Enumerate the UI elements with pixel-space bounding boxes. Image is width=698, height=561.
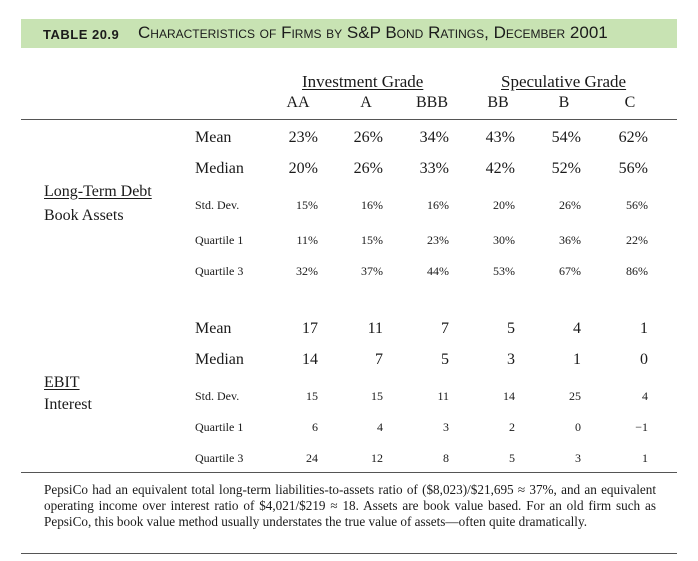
- ebit-cell: 4: [642, 389, 648, 403]
- header-divider: [21, 119, 677, 120]
- table-footnote: PepsiCo had an equivalent total long-ter…: [44, 482, 656, 529]
- debt-cell: 43%: [485, 129, 515, 146]
- ebit-cell: 5: [507, 320, 515, 337]
- ebit-label-denominator: Interest: [44, 396, 92, 413]
- debt-label-denominator: Book Assets: [44, 207, 124, 224]
- debt-cell: 16%: [427, 198, 449, 212]
- table-number: TABLE 20.9: [43, 27, 120, 42]
- ebit-cell: 3: [507, 351, 515, 368]
- debt-cell: 23%: [427, 233, 449, 247]
- debt-cell: 53%: [493, 264, 515, 278]
- ebit-cell: 14: [302, 351, 318, 368]
- rating-header-0: AA: [286, 94, 310, 111]
- ebit-cell: −1: [635, 420, 648, 434]
- debt-cell: 23%: [288, 129, 318, 146]
- rating-header-5: C: [624, 94, 636, 111]
- debt-cell: 20%: [288, 160, 318, 177]
- rating-header-4: B: [558, 94, 570, 111]
- debt-cell: 20%: [493, 198, 515, 212]
- debt-cell: 86%: [626, 264, 648, 278]
- ebit-stat-label: Quartile 1: [195, 420, 244, 434]
- ebit-cell: 8: [443, 451, 449, 465]
- rating-header-2: BBB: [415, 94, 448, 111]
- ebit-cell: 25: [569, 389, 581, 403]
- debt-cell: 62%: [618, 129, 648, 146]
- debt-cell: 16%: [361, 198, 383, 212]
- ebit-cell: 5: [509, 451, 515, 465]
- ebit-cell: 6: [312, 420, 318, 434]
- footnote-bottom-rule: [21, 553, 677, 554]
- debt-stat-label: Std. Dev.: [195, 198, 240, 212]
- debt-cell: 67%: [559, 264, 581, 278]
- debt-cell: 37%: [361, 264, 383, 278]
- debt-cell: 22%: [626, 233, 648, 247]
- debt-stat-label: Quartile 1: [195, 233, 244, 247]
- ebit-cell: 3: [443, 420, 449, 434]
- speculative-grade-header: Speculative Grade: [501, 72, 627, 91]
- ebit-cell: 4: [573, 320, 581, 337]
- ebit-cell: 7: [441, 320, 449, 337]
- debt-cell: 32%: [296, 264, 318, 278]
- debt-cell: 56%: [618, 160, 648, 177]
- ebit-cell: 5: [441, 351, 449, 368]
- ebit-cell: 14: [503, 389, 515, 403]
- ebit-cell: 0: [575, 420, 581, 434]
- debt-cell: 42%: [485, 160, 515, 177]
- ebit-cell: 3: [575, 451, 581, 465]
- ebit-cell: 1: [642, 451, 648, 465]
- debt-cell: 56%: [626, 198, 648, 212]
- table-bottom-rule: [21, 472, 677, 473]
- table-title: Characteristics of Firms by S&P Bond Rat…: [138, 23, 608, 42]
- debt-cell: 26%: [353, 129, 383, 146]
- debt-cell: 34%: [419, 129, 449, 146]
- debt-cell: 26%: [353, 160, 383, 177]
- ebit-cell: 1: [640, 320, 648, 337]
- ebit-stat-label: Mean: [195, 320, 232, 337]
- debt-label-numerator: Long-Term Debt: [44, 183, 152, 200]
- debt-cell: 15%: [296, 198, 318, 212]
- rating-header-1: A: [360, 94, 372, 111]
- ebit-stat-label: Std. Dev.: [195, 389, 240, 403]
- rating-header-3: BB: [487, 94, 509, 111]
- debt-cell: 44%: [427, 264, 449, 278]
- debt-stat-label: Median: [195, 160, 244, 177]
- debt-cell: 52%: [551, 160, 581, 177]
- ebit-cell: 24: [306, 451, 318, 465]
- ebit-cell: 7: [375, 351, 383, 368]
- ebit-cell: 11: [367, 320, 383, 337]
- ebit-cell: 15: [371, 389, 383, 403]
- ebit-label-numerator: EBIT: [44, 374, 80, 391]
- ebit-cell: 4: [377, 420, 383, 434]
- ebit-cell: 17: [302, 320, 318, 337]
- investment-grade-header: Investment Grade: [302, 72, 424, 91]
- debt-stat-label: Quartile 3: [195, 264, 244, 278]
- table-title-bar: TABLE 20.9 Characteristics of Firms by S…: [21, 19, 677, 48]
- ebit-cell: 11: [437, 389, 449, 403]
- ebit-cell: 2: [509, 420, 515, 434]
- ebit-cell: 0: [640, 351, 648, 368]
- debt-cell: 30%: [493, 233, 515, 247]
- debt-cell: 33%: [419, 160, 449, 177]
- debt-cell: 26%: [559, 198, 581, 212]
- ebit-stat-label: Quartile 3: [195, 451, 244, 465]
- ebit-cell: 1: [573, 351, 581, 368]
- debt-cell: 11%: [296, 233, 318, 247]
- debt-cell: 54%: [551, 129, 581, 146]
- ebit-stat-label: Median: [195, 351, 244, 368]
- debt-cell: 36%: [559, 233, 581, 247]
- ebit-cell: 12: [371, 451, 383, 465]
- ebit-cell: 15: [306, 389, 318, 403]
- debt-stat-label: Mean: [195, 129, 232, 146]
- debt-cell: 15%: [361, 233, 383, 247]
